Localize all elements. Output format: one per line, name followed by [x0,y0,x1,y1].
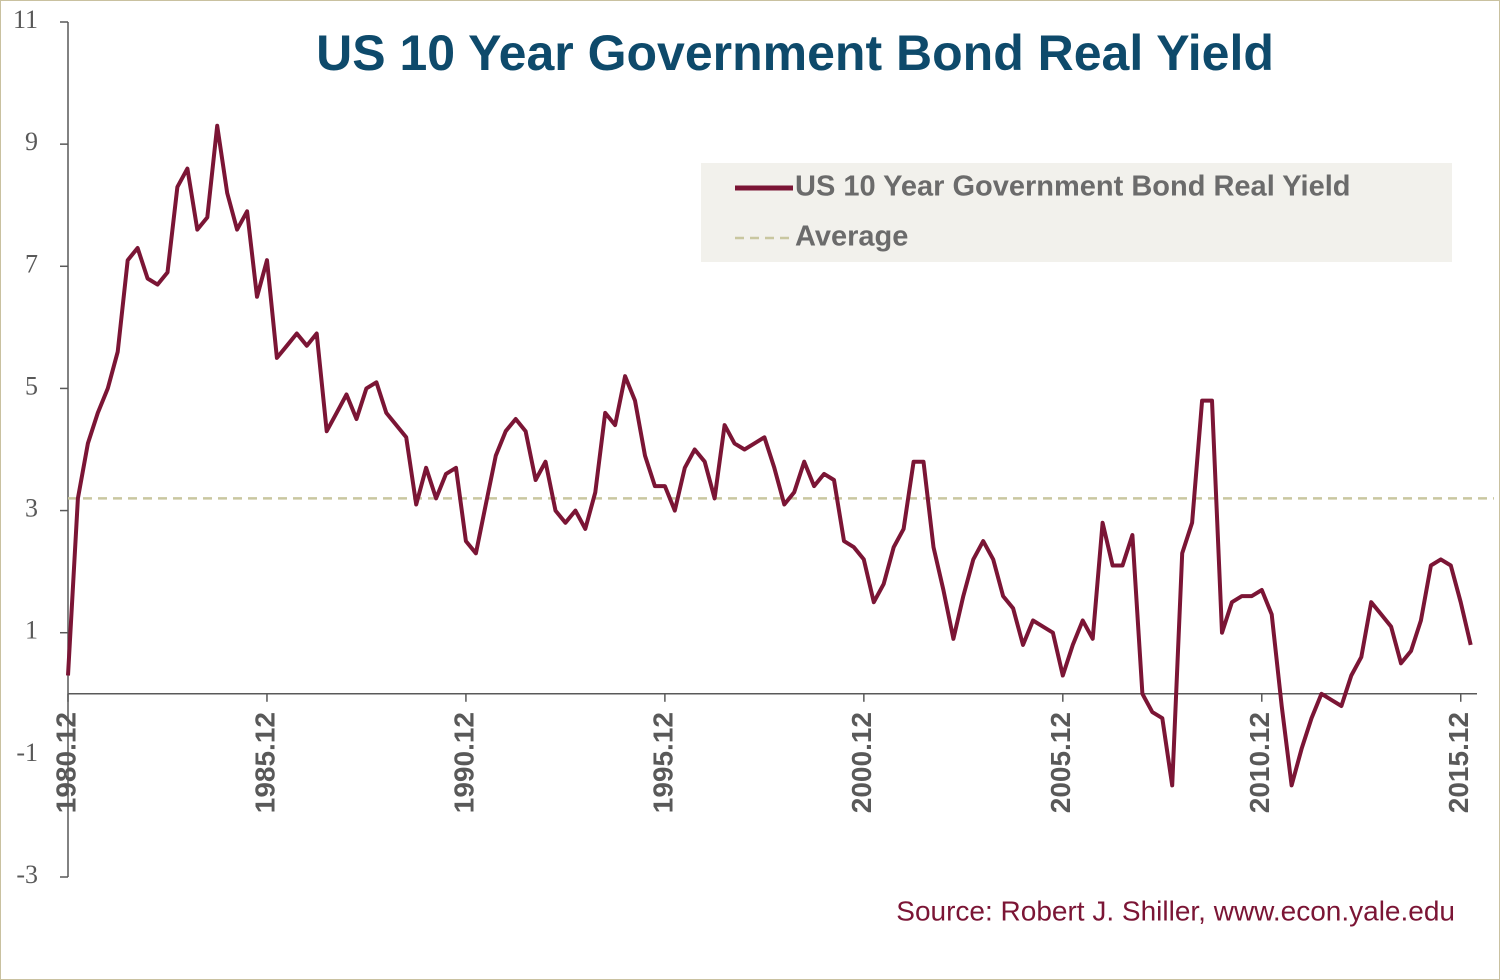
y-tick-label: -1 [16,738,38,767]
x-tick-label: 1990.12 [448,712,479,813]
x-tick-label: 2010.12 [1244,712,1275,813]
legend-label: Average [795,221,908,253]
y-tick-label: -3 [16,860,38,889]
x-tick-label: 2000.12 [846,712,877,813]
legend-label: US 10 Year Government Bond Real Yield [795,171,1351,203]
y-tick-label: 7 [25,249,38,278]
y-tick-label: 11 [13,5,38,34]
data-line [66,123,1473,788]
y-tick-label: 1 [25,616,38,645]
x-tick-label: 2005.12 [1045,712,1076,813]
x-tick-label: 1985.12 [249,712,280,813]
chart-title: US 10 Year Government Bond Real Yield [316,25,1274,81]
x-tick-label: 1980.12 [50,712,81,813]
x-tick-label: 1995.12 [647,712,678,813]
legend-box [701,163,1452,262]
source-note: Source: Robert J. Shiller, www.econ.yale… [896,895,1455,926]
y-tick-label: 9 [25,127,38,156]
y-tick-label: 3 [25,494,38,523]
y-tick-label: 5 [25,371,38,400]
x-tick-label: 2015.12 [1443,712,1474,813]
